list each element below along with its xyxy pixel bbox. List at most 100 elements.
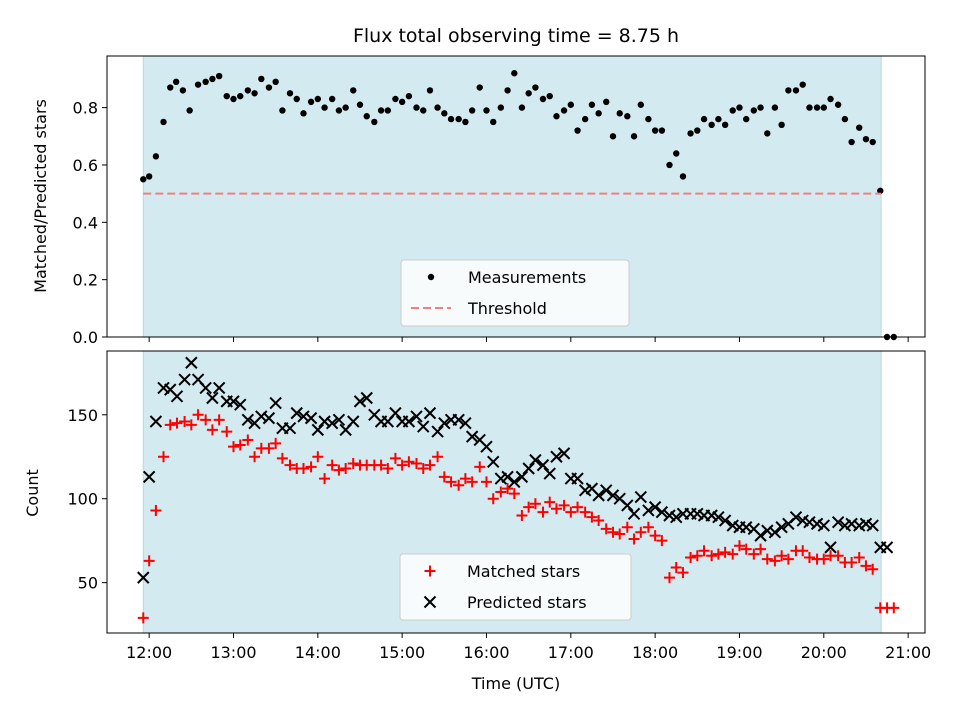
data-point bbox=[290, 406, 303, 420]
data-point bbox=[272, 78, 279, 86]
y-tick-label: 0.6 bbox=[73, 156, 98, 175]
data-point bbox=[328, 95, 336, 103]
data-point bbox=[543, 467, 556, 480]
x-tick-label: 16:00 bbox=[463, 643, 509, 662]
data-point bbox=[137, 571, 150, 584]
data-point bbox=[501, 470, 514, 484]
data-point bbox=[333, 464, 345, 476]
data-point bbox=[860, 560, 872, 572]
data-point bbox=[557, 447, 571, 460]
data-point bbox=[515, 470, 529, 484]
data-point bbox=[215, 72, 223, 80]
data-point bbox=[748, 548, 760, 560]
data-point bbox=[663, 572, 675, 584]
data-point bbox=[888, 602, 900, 614]
data-point bbox=[603, 98, 610, 106]
data-point bbox=[398, 98, 406, 106]
data-point bbox=[200, 414, 212, 426]
axes-frame bbox=[106, 350, 926, 634]
bottom-panel: 50 100 150 12:00 13:00 14:00 15:00 16:00 17:00 18… bbox=[67, 350, 931, 662]
data-point bbox=[497, 104, 505, 111]
data-point bbox=[234, 398, 247, 411]
data-point bbox=[332, 413, 346, 427]
data-point bbox=[803, 516, 816, 529]
bottom-xlabel: Time (UTC) bbox=[471, 674, 560, 693]
data-point bbox=[213, 414, 225, 426]
data-point bbox=[771, 104, 779, 111]
data-point bbox=[403, 456, 415, 468]
data-point bbox=[413, 104, 420, 111]
data-point bbox=[293, 95, 300, 103]
data-point bbox=[841, 115, 849, 123]
data-point bbox=[340, 463, 352, 474]
data-point bbox=[670, 510, 683, 524]
data-point bbox=[880, 541, 894, 554]
data-point bbox=[321, 104, 328, 111]
data-point bbox=[237, 92, 244, 100]
data-point bbox=[164, 419, 176, 431]
data-point bbox=[539, 95, 547, 103]
x-tick-label: 13:00 bbox=[210, 643, 256, 662]
data-point bbox=[297, 463, 309, 474]
data-point bbox=[206, 424, 218, 436]
data-point bbox=[270, 437, 282, 449]
axes-frame bbox=[106, 55, 926, 338]
data-point bbox=[558, 499, 570, 511]
data-point bbox=[480, 476, 492, 488]
data-point bbox=[363, 113, 370, 120]
data-point bbox=[269, 396, 282, 410]
data-point bbox=[832, 550, 844, 562]
data-point bbox=[764, 130, 771, 137]
x-tick-label: 20:00 bbox=[801, 643, 847, 662]
data-point bbox=[645, 115, 652, 123]
data-point bbox=[171, 417, 183, 429]
data-point bbox=[642, 504, 655, 517]
x-tick-label: 21:00 bbox=[885, 643, 931, 662]
data-point bbox=[142, 470, 156, 484]
data-point bbox=[150, 504, 162, 516]
legend-box bbox=[400, 259, 630, 327]
data-point bbox=[495, 486, 507, 498]
data-point bbox=[483, 107, 490, 114]
x-tick-label: 14:00 bbox=[295, 643, 341, 662]
data-point bbox=[803, 551, 815, 563]
data-point bbox=[571, 472, 584, 485]
data-point bbox=[326, 459, 338, 471]
data-point bbox=[297, 410, 310, 423]
top-ylabel: Matched/Predicted stars bbox=[31, 99, 50, 293]
data-point bbox=[149, 415, 163, 428]
data-point bbox=[718, 514, 732, 527]
data-point bbox=[445, 476, 457, 488]
data-point bbox=[775, 521, 788, 534]
data-point bbox=[453, 479, 465, 491]
data-point bbox=[360, 391, 373, 405]
data-point bbox=[441, 110, 448, 117]
data-point bbox=[377, 107, 385, 114]
data-point bbox=[152, 153, 160, 160]
data-point bbox=[588, 101, 596, 108]
data-point bbox=[755, 543, 767, 555]
x-tick-label: 18:00 bbox=[632, 643, 678, 662]
data-point bbox=[312, 451, 324, 463]
data-point bbox=[655, 505, 669, 519]
data-point bbox=[550, 503, 562, 515]
data-point bbox=[212, 381, 226, 395]
top-panel: 0.0 0.2 0.4 0.6 0.8 Measurements Threshold bbox=[73, 55, 926, 347]
data-point bbox=[258, 75, 265, 83]
data-point bbox=[145, 173, 153, 180]
data-point bbox=[405, 92, 413, 100]
data-point bbox=[525, 90, 532, 97]
data-point bbox=[283, 422, 297, 435]
data-point bbox=[227, 395, 240, 408]
data-point bbox=[670, 562, 682, 574]
data-point bbox=[249, 451, 261, 463]
data-point bbox=[877, 187, 884, 194]
data-point bbox=[651, 127, 659, 134]
data-point bbox=[729, 107, 736, 114]
data-point bbox=[785, 87, 792, 94]
series-predicted-stars bbox=[137, 356, 894, 584]
data-point bbox=[550, 450, 563, 463]
data-point bbox=[607, 526, 619, 538]
data-point bbox=[721, 121, 729, 129]
